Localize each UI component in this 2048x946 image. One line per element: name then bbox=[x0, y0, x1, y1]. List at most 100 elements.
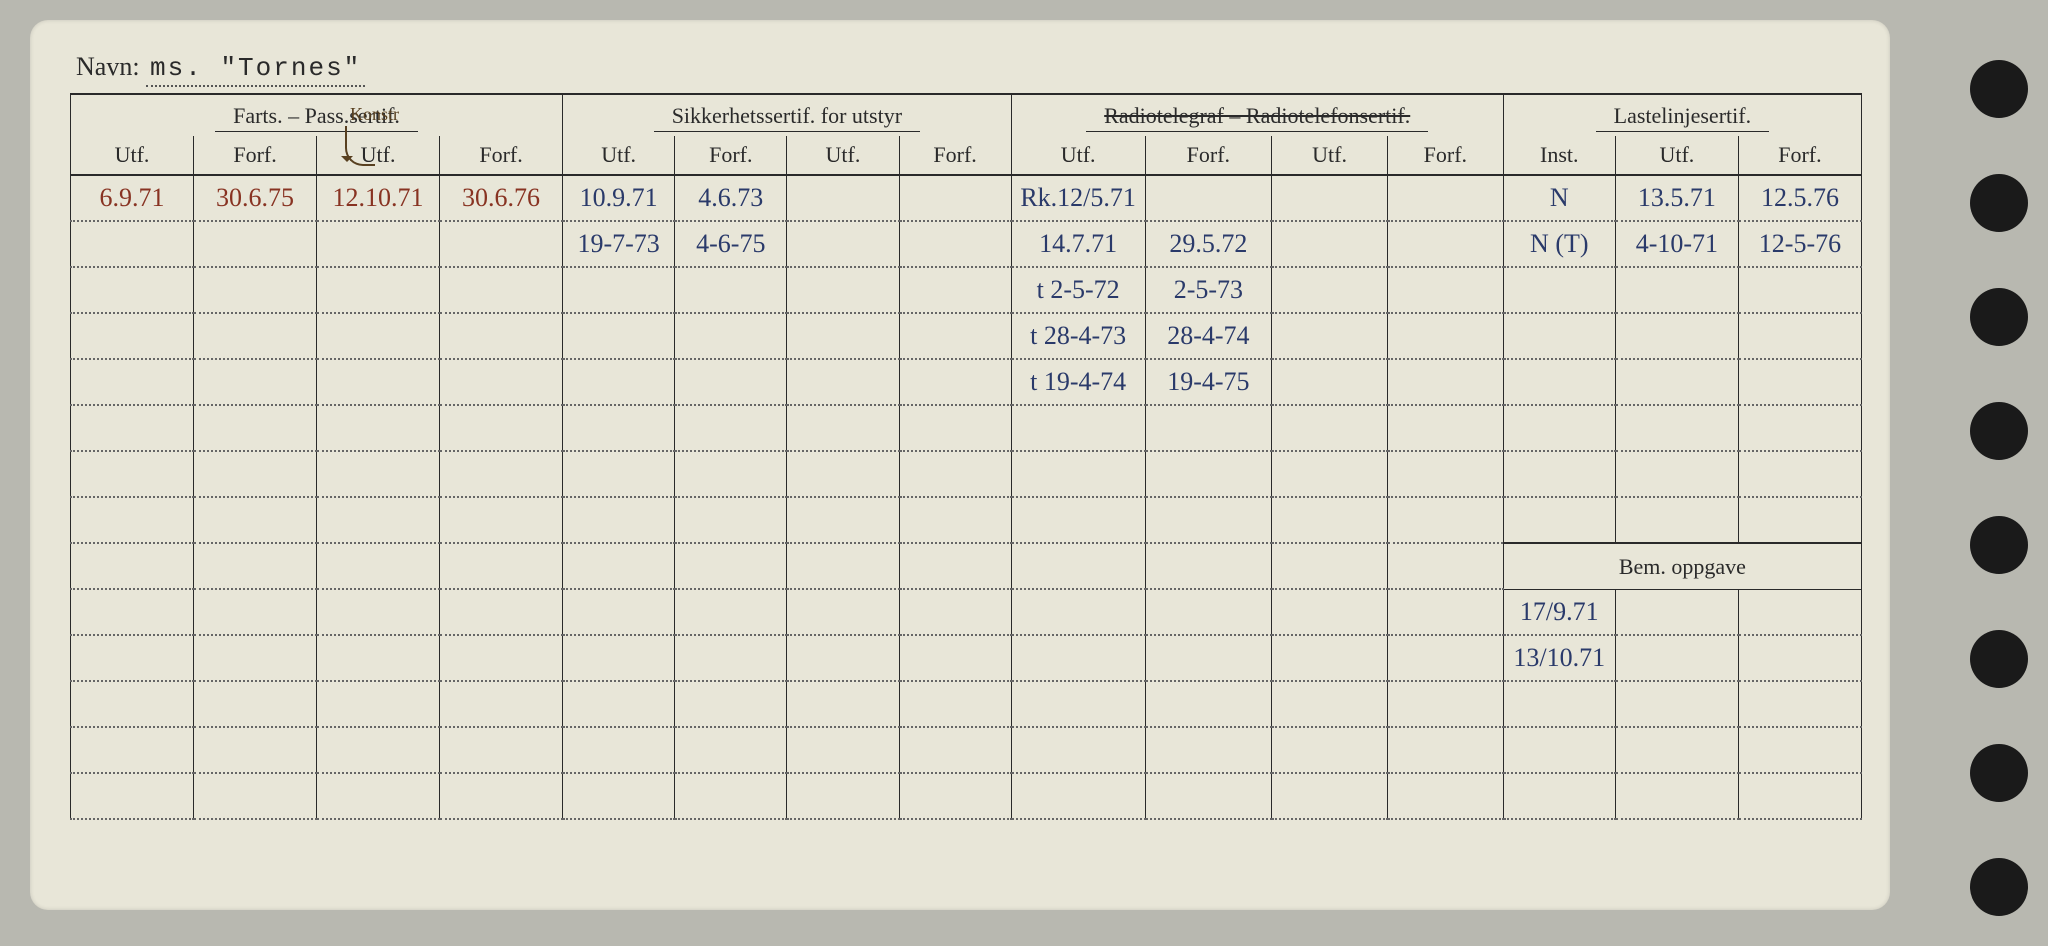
cell bbox=[675, 589, 787, 635]
cell bbox=[1145, 405, 1272, 451]
cell bbox=[1145, 635, 1272, 681]
cell bbox=[71, 589, 194, 635]
group-sikkerhet: Sikkerhetssertif. for utstyr bbox=[563, 95, 1012, 136]
cell: 10.9.71 bbox=[563, 175, 675, 221]
bem-cell: 13/10.71 bbox=[1503, 635, 1615, 681]
table-row: 19-7-734-6-7514.7.7129.5.72N (T)4-10-711… bbox=[71, 221, 1862, 267]
cell bbox=[194, 543, 317, 589]
cell bbox=[899, 451, 1011, 497]
bem-header-row: Bem. oppgave bbox=[71, 543, 1862, 589]
cell bbox=[1272, 497, 1388, 543]
cell bbox=[1272, 221, 1388, 267]
cell bbox=[787, 773, 899, 819]
cell bbox=[899, 589, 1011, 635]
cell bbox=[317, 773, 440, 819]
cell bbox=[440, 681, 563, 727]
cell bbox=[675, 635, 787, 681]
cell bbox=[675, 451, 787, 497]
cell bbox=[317, 543, 440, 589]
certificate-table: Farts. – Pass.sertif. Sikkerhetssertif. … bbox=[70, 95, 1862, 820]
handwritten-annotation: Konstr bbox=[350, 104, 399, 125]
col-utf: Utf. bbox=[563, 136, 675, 175]
cell bbox=[1738, 313, 1861, 359]
cell bbox=[563, 543, 675, 589]
cell bbox=[787, 681, 899, 727]
bem-cell bbox=[1615, 635, 1738, 681]
cell bbox=[317, 635, 440, 681]
cell bbox=[440, 543, 563, 589]
col-forf: Forf. bbox=[899, 136, 1011, 175]
cell bbox=[899, 543, 1011, 589]
cell: 4-10-71 bbox=[1615, 221, 1738, 267]
cell bbox=[1272, 175, 1388, 221]
cell bbox=[194, 359, 317, 405]
cell: t 2-5-72 bbox=[1011, 267, 1145, 313]
cell bbox=[899, 727, 1011, 773]
cell bbox=[317, 221, 440, 267]
sub-header-row: Utf. Forf. Utf. Forf. Utf. Forf. Utf. Fo… bbox=[71, 136, 1862, 175]
cell bbox=[1011, 773, 1145, 819]
cell bbox=[194, 727, 317, 773]
navn-label: Navn: bbox=[76, 52, 140, 81]
cell bbox=[71, 727, 194, 773]
cell bbox=[787, 497, 899, 543]
group-last: Lastelinjesertif. bbox=[1503, 95, 1861, 136]
cell bbox=[563, 497, 675, 543]
col-utf: Utf. bbox=[787, 136, 899, 175]
cell bbox=[1387, 267, 1503, 313]
cell bbox=[1738, 451, 1861, 497]
bem-oppgave-header: Bem. oppgave bbox=[1503, 543, 1861, 589]
bem-cell bbox=[1738, 727, 1861, 773]
cell bbox=[563, 359, 675, 405]
bem-cell bbox=[1615, 589, 1738, 635]
cell bbox=[787, 635, 899, 681]
cell bbox=[1011, 635, 1145, 681]
cell bbox=[440, 635, 563, 681]
bem-cell bbox=[1615, 727, 1738, 773]
hole-icon bbox=[1970, 288, 2028, 346]
cell bbox=[675, 497, 787, 543]
cell bbox=[194, 221, 317, 267]
cell bbox=[71, 405, 194, 451]
cell bbox=[1145, 543, 1272, 589]
cell bbox=[1272, 405, 1388, 451]
cell: t 28-4-73 bbox=[1011, 313, 1145, 359]
cell bbox=[71, 681, 194, 727]
cell bbox=[440, 313, 563, 359]
hole-icon bbox=[1970, 516, 2028, 574]
cell: 19-7-73 bbox=[563, 221, 675, 267]
cell: 4-6-75 bbox=[675, 221, 787, 267]
cell: 12.10.71 bbox=[317, 175, 440, 221]
bem-cell bbox=[1738, 589, 1861, 635]
cell bbox=[1387, 359, 1503, 405]
cell bbox=[1145, 451, 1272, 497]
cell bbox=[1145, 773, 1272, 819]
group-radio: Radiotelegraf – Radiotelefonsertif. bbox=[1011, 95, 1503, 136]
table-row: 13/10.71 bbox=[71, 635, 1862, 681]
cell bbox=[317, 313, 440, 359]
cell bbox=[1615, 359, 1738, 405]
cell: 12.5.76 bbox=[1738, 175, 1861, 221]
cell bbox=[1503, 451, 1615, 497]
cell bbox=[71, 773, 194, 819]
cell: 12-5-76 bbox=[1738, 221, 1861, 267]
cell bbox=[1272, 635, 1388, 681]
cell bbox=[1272, 451, 1388, 497]
cell: 19-4-75 bbox=[1145, 359, 1272, 405]
cell bbox=[1011, 727, 1145, 773]
navn-row: Navn: ms. "Tornes" bbox=[70, 44, 1862, 95]
cell bbox=[1272, 589, 1388, 635]
cell bbox=[1145, 681, 1272, 727]
col-utf: Utf. bbox=[71, 136, 194, 175]
cell bbox=[675, 681, 787, 727]
cell bbox=[1387, 451, 1503, 497]
cell bbox=[1145, 497, 1272, 543]
navn-value: ms. "Tornes" bbox=[146, 53, 365, 87]
table-row bbox=[71, 727, 1862, 773]
bem-cell bbox=[1738, 681, 1861, 727]
cell bbox=[440, 451, 563, 497]
cell bbox=[1011, 589, 1145, 635]
table-row bbox=[71, 681, 1862, 727]
cell bbox=[675, 267, 787, 313]
cell bbox=[71, 221, 194, 267]
